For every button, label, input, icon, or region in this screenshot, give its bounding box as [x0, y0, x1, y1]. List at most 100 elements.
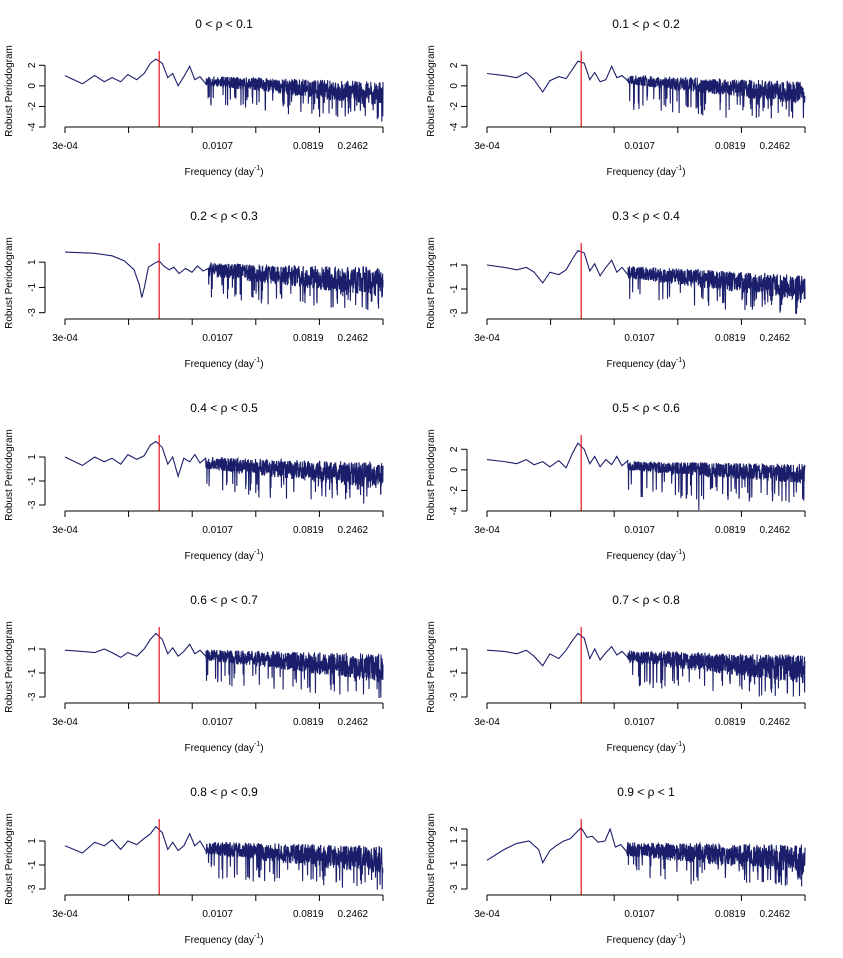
- y-tick-label: -2: [449, 102, 460, 111]
- x-axis-label-sup: -1: [254, 933, 260, 940]
- x-axis-label: Frequency (day-1): [606, 357, 685, 370]
- y-tick-label: -1: [449, 668, 460, 677]
- x-tick-label: 3e-04: [52, 141, 78, 152]
- y-axis-label: Robust Periodogram: [4, 45, 15, 137]
- y-tick-label: -3: [27, 500, 38, 509]
- x-axis: 3e-04 0.0107 0.0819 0.2462: [474, 126, 806, 152]
- x-axis: 3e-04 0.0107 0.0819 0.2462: [52, 510, 384, 536]
- y-axis: 2 0 -2 -4: [449, 62, 468, 131]
- x-tick-label: 0.0107: [624, 717, 655, 728]
- chart-title: 0.1 < ρ < 0.2: [612, 17, 680, 31]
- x-axis-label-sup: -1: [676, 933, 682, 940]
- y-tick-label: -4: [27, 122, 38, 131]
- y-tick-label: -3: [27, 692, 38, 701]
- x-tick-label: 0.0819: [293, 717, 324, 728]
- chart-panel-4: 0.3 < ρ < 0.4 3e-04 0.0107 0.0819 0.2462 Freq…: [426, 209, 806, 370]
- chart-title-upper: 0.5: [241, 401, 258, 415]
- x-axis-label-text: Frequency (day: [184, 167, 253, 178]
- x-axis-label-text: Frequency (day: [606, 167, 675, 178]
- x-axis-label-text: Frequency (day: [606, 935, 675, 946]
- x-axis-label: Frequency (day-1): [184, 357, 263, 370]
- y-tick-label: -1: [27, 668, 38, 677]
- y-tick-label: -1: [27, 283, 38, 292]
- x-axis-label-sup: -1: [676, 357, 682, 364]
- y-axis: 2 0 -2 -4: [449, 446, 468, 515]
- chart-title-upper: 0.4: [663, 209, 680, 223]
- x-tick-label: 3e-04: [52, 525, 78, 536]
- periodogram-series: [64, 251, 384, 311]
- x-axis-label-text: Frequency (day: [184, 359, 253, 370]
- y-tick-label: -3: [27, 308, 38, 317]
- chart-title: 0.7 < ρ < 0.8: [612, 593, 680, 607]
- x-tick-label: 0.0107: [202, 141, 233, 152]
- x-axis-label-close: ): [260, 935, 263, 946]
- y-tick-label: -3: [449, 308, 460, 317]
- y-axis-label: Robust Periodogram: [426, 621, 437, 713]
- y-tick-label: 0: [449, 83, 460, 89]
- periodogram-series: [486, 826, 806, 887]
- y-axis: 1 -1 -3: [27, 838, 46, 893]
- x-axis-label-sup: -1: [254, 165, 260, 172]
- chart-title: 0 < ρ < 0.1: [195, 17, 253, 31]
- x-tick-label: 3e-04: [474, 717, 500, 728]
- x-tick-label: 0.0819: [293, 909, 324, 920]
- y-tick-label: 1: [449, 838, 460, 844]
- y-axis: 1 -1 -3: [449, 262, 468, 317]
- chart-title: 0.5 < ρ < 0.6: [612, 401, 680, 415]
- x-tick-label: 0.0107: [624, 909, 655, 920]
- y-tick-label: -1: [449, 860, 460, 869]
- chart-title-range: 0.4 < ρ <: [190, 401, 241, 415]
- y-axis-label: Robust Periodogram: [4, 429, 15, 521]
- x-tick-label: 0.0107: [624, 141, 655, 152]
- x-tick-label: 0.0819: [715, 909, 746, 920]
- y-tick-label: -1: [27, 476, 38, 485]
- chart-title-range: 0.2 < ρ <: [190, 209, 241, 223]
- y-axis: 1 -1 -3: [27, 454, 46, 509]
- x-axis-label: Frequency (day-1): [184, 933, 263, 946]
- x-axis-label-close: ): [260, 167, 263, 178]
- x-axis-label-text: Frequency (day: [184, 935, 253, 946]
- chart-panel-7: 0.6 < ρ < 0.7 3e-04 0.0107 0.0819 0.2462 Freq…: [4, 593, 384, 754]
- y-tick-label: 1: [27, 259, 38, 265]
- y-axis-label: Robust Periodogram: [4, 237, 15, 329]
- x-axis-label-text: Frequency (day: [184, 551, 253, 562]
- chart-title-upper: 0.3: [241, 209, 258, 223]
- chart-panel-9: 0.8 < ρ < 0.9 3e-04 0.0107 0.0819 0.2462 Freq…: [4, 785, 384, 946]
- x-tick-label: 3e-04: [52, 333, 78, 344]
- x-axis-label-sup: -1: [676, 549, 682, 556]
- y-tick-label: 2: [449, 446, 460, 452]
- x-tick-label: 0.0107: [624, 525, 655, 536]
- x-axis: 3e-04 0.0107 0.0819 0.2462: [474, 510, 806, 536]
- chart-title: 0.2 < ρ < 0.3: [190, 209, 258, 223]
- y-tick-label: -2: [27, 102, 38, 111]
- x-axis-label-text: Frequency (day: [606, 359, 675, 370]
- x-tick-label: 3e-04: [52, 717, 78, 728]
- chart-title-upper: 0.2: [663, 17, 680, 31]
- y-axis-label: Robust Periodogram: [426, 429, 437, 521]
- periodogram-series: [64, 58, 384, 122]
- x-axis-label-close: ): [682, 935, 685, 946]
- chart-title: 0.8 < ρ < 0.9: [190, 785, 258, 799]
- x-tick-label: 0.0819: [715, 333, 746, 344]
- chart-title-range: 0.7 < ρ <: [612, 593, 663, 607]
- chart-panel-1: 0 < ρ < 0.1 3e-04 0.0107 0.0819 0.2462 Freque…: [4, 17, 384, 178]
- x-axis-label-close: ): [682, 551, 685, 562]
- y-tick-label: -4: [449, 506, 460, 515]
- y-axis-label: Robust Periodogram: [426, 45, 437, 137]
- periodogram-series: [486, 60, 806, 119]
- chart-title: 0.9 < ρ < 1: [617, 785, 675, 799]
- x-tick-label: 0.2462: [337, 333, 368, 344]
- y-tick-label: 2: [449, 62, 460, 68]
- x-axis: 3e-04 0.0107 0.0819 0.2462: [52, 702, 384, 728]
- x-tick-label: 0.0107: [202, 909, 233, 920]
- periodogram-series: [64, 632, 384, 699]
- x-axis-label-close: ): [260, 359, 263, 370]
- x-axis-label-sup: -1: [676, 165, 682, 172]
- periodogram-series: [486, 442, 806, 510]
- x-tick-label: 0.2462: [759, 909, 790, 920]
- y-tick-label: 1: [449, 262, 460, 268]
- y-tick-label: 1: [449, 646, 460, 652]
- x-tick-label: 3e-04: [474, 525, 500, 536]
- x-axis-label: Frequency (day-1): [184, 549, 263, 562]
- y-tick-label: 1: [27, 646, 38, 652]
